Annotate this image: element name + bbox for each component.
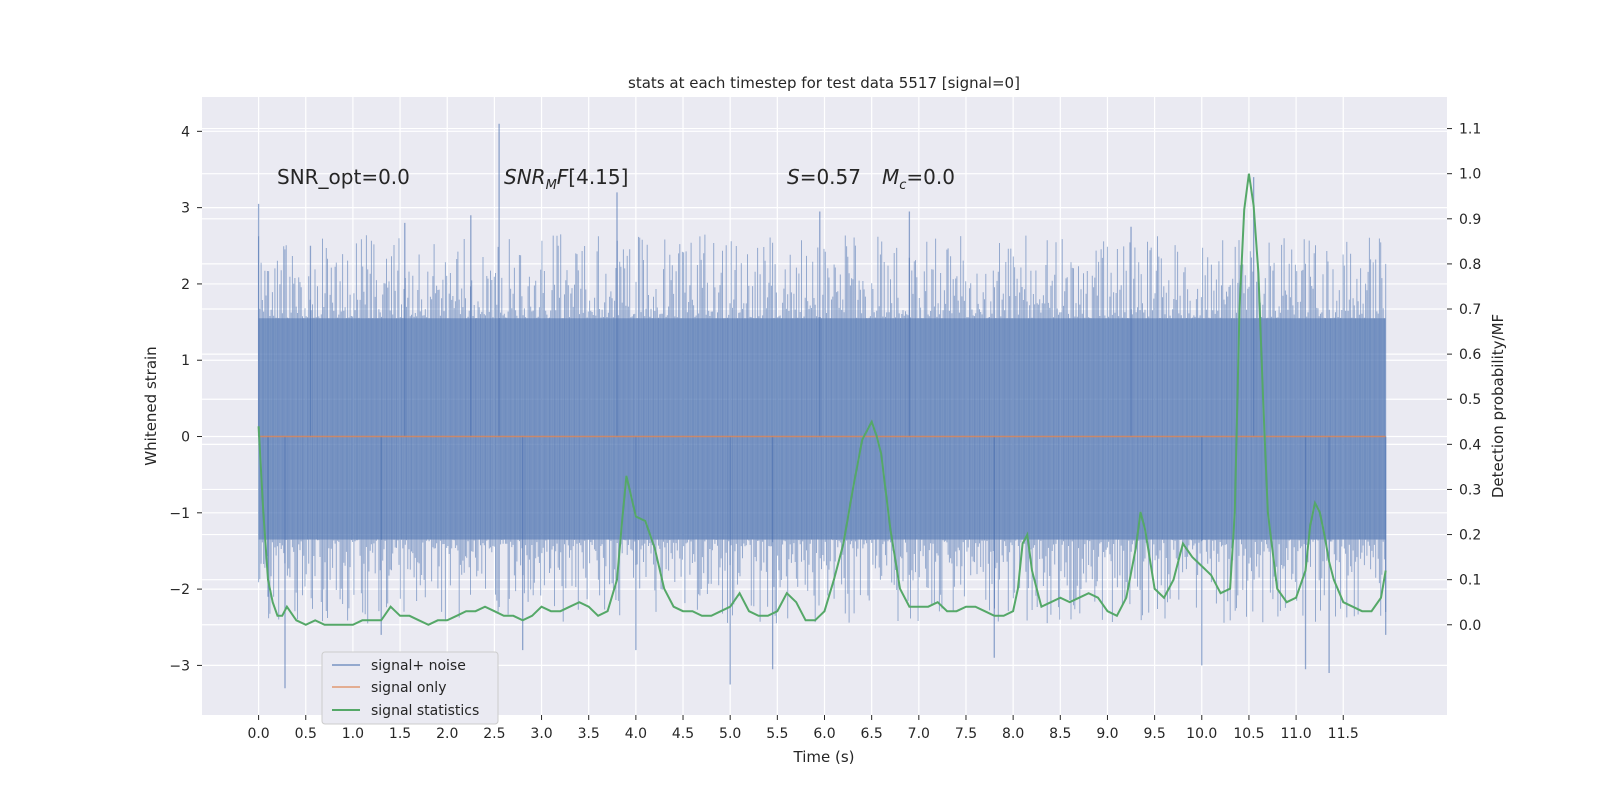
x-tick-label: 1.5 — [389, 726, 411, 742]
x-tick-label: 8.0 — [1002, 726, 1024, 742]
y-axis-left-label: Whitened strain — [142, 346, 160, 465]
annotation-mc: Mc=0.0 — [882, 165, 955, 193]
x-tick-label: 5.5 — [766, 726, 788, 742]
y-right-tick-label: 1.0 — [1459, 167, 1481, 183]
y-left-tick-label: −3 — [169, 658, 190, 674]
x-tick-label: 7.5 — [955, 726, 977, 742]
y-right-tick-label: 0.0 — [1459, 618, 1481, 634]
y-left-tick-label: −1 — [169, 506, 190, 522]
legend-label-signal-statistics: signal statistics — [371, 703, 479, 719]
x-tick-label: 7.0 — [908, 726, 930, 742]
y-left-tick-label: 4 — [181, 124, 190, 140]
x-tick-label: 9.5 — [1143, 726, 1165, 742]
annotation-s-value: =0.57 — [800, 165, 861, 189]
annotation-snr-opt: SNR_opt=0.0 — [277, 165, 410, 189]
annotation-mc-value: =0.0 — [906, 165, 955, 189]
chart-title: stats at each timestep for test data 551… — [628, 74, 1020, 92]
x-tick-label: 8.5 — [1049, 726, 1071, 742]
x-tick-label: 1.0 — [342, 726, 364, 742]
legend-label-signal-noise: signal+ noise — [371, 658, 466, 674]
legend-box — [321, 651, 499, 725]
x-tick-label: 9.0 — [1096, 726, 1118, 742]
y-right-tick-label: 0.2 — [1459, 528, 1481, 544]
y-right-tick-label: 0.3 — [1459, 482, 1481, 498]
y-right-tick-label: 0.4 — [1459, 437, 1481, 453]
x-tick-label: 6.0 — [813, 726, 835, 742]
y-right-tick-label: 0.7 — [1459, 302, 1481, 318]
y-right-tick-label: 0.6 — [1459, 347, 1481, 363]
x-axis-ticks: 0.0 0.5 1.0 1.5 2.0 2.5 3.0 3.5 4.0 4.5 5.0 5.5 6.0 6… — [247, 715, 1359, 742]
y-left-tick-label: −2 — [169, 582, 190, 598]
x-tick-label: 4.0 — [625, 726, 647, 742]
legend: signal+ noise signal only signal statist… — [321, 651, 499, 725]
x-tick-label: 10.0 — [1186, 726, 1217, 742]
x-tick-label: 2.5 — [483, 726, 505, 742]
x-tick-label: 4.5 — [672, 726, 694, 742]
signal-noise-series — [257, 123, 1387, 689]
annotation-s: S=0.57 — [787, 165, 861, 189]
y-left-tick-label: 0 — [181, 430, 190, 446]
y-axis-right-label: Detection probability/MF — [1489, 314, 1507, 498]
x-axis-label: Time (s) — [793, 748, 855, 766]
x-tick-label: 5.0 — [719, 726, 741, 742]
x-tick-label: 3.0 — [530, 726, 552, 742]
x-tick-label: 0.0 — [247, 726, 269, 742]
signal-statistics-line — [257, 173, 1387, 626]
signal-statistics-series — [257, 173, 1387, 626]
x-tick-label: 3.5 — [578, 726, 600, 742]
y-left-tick-label: 3 — [181, 201, 190, 217]
y-left-tick-label: 2 — [181, 277, 190, 293]
legend-label-signal-only: signal only — [371, 680, 446, 696]
x-tick-label: 10.5 — [1233, 726, 1264, 742]
right-y-axis-ticks: 1.1 1.0 0.9 0.8 0.7 0.6 0.5 0.4 0.3 0.2 0.1 0.0 — [1447, 122, 1481, 634]
y-right-tick-label: 1.1 — [1459, 122, 1481, 138]
x-tick-label: 11.0 — [1281, 726, 1312, 742]
y-right-tick-label: 0.9 — [1459, 212, 1481, 228]
x-tick-label: 0.5 — [295, 726, 317, 742]
x-tick-label: 6.5 — [861, 726, 883, 742]
y-right-tick-label: 0.8 — [1459, 257, 1481, 273]
annotation-snr-mf: SNRMF[4.15] — [504, 165, 628, 193]
y-left-tick-label: 1 — [181, 353, 190, 369]
y-right-tick-label: 0.1 — [1459, 573, 1481, 589]
annotation-snr-mf-value: [4.15] — [568, 165, 628, 189]
x-tick-label: 11.5 — [1328, 726, 1359, 742]
x-tick-label: 2.0 — [436, 726, 458, 742]
left-y-axis-ticks: 4 3 2 1 0 −1 −2 −3 — [169, 124, 202, 674]
y-right-tick-label: 0.5 — [1459, 392, 1481, 408]
